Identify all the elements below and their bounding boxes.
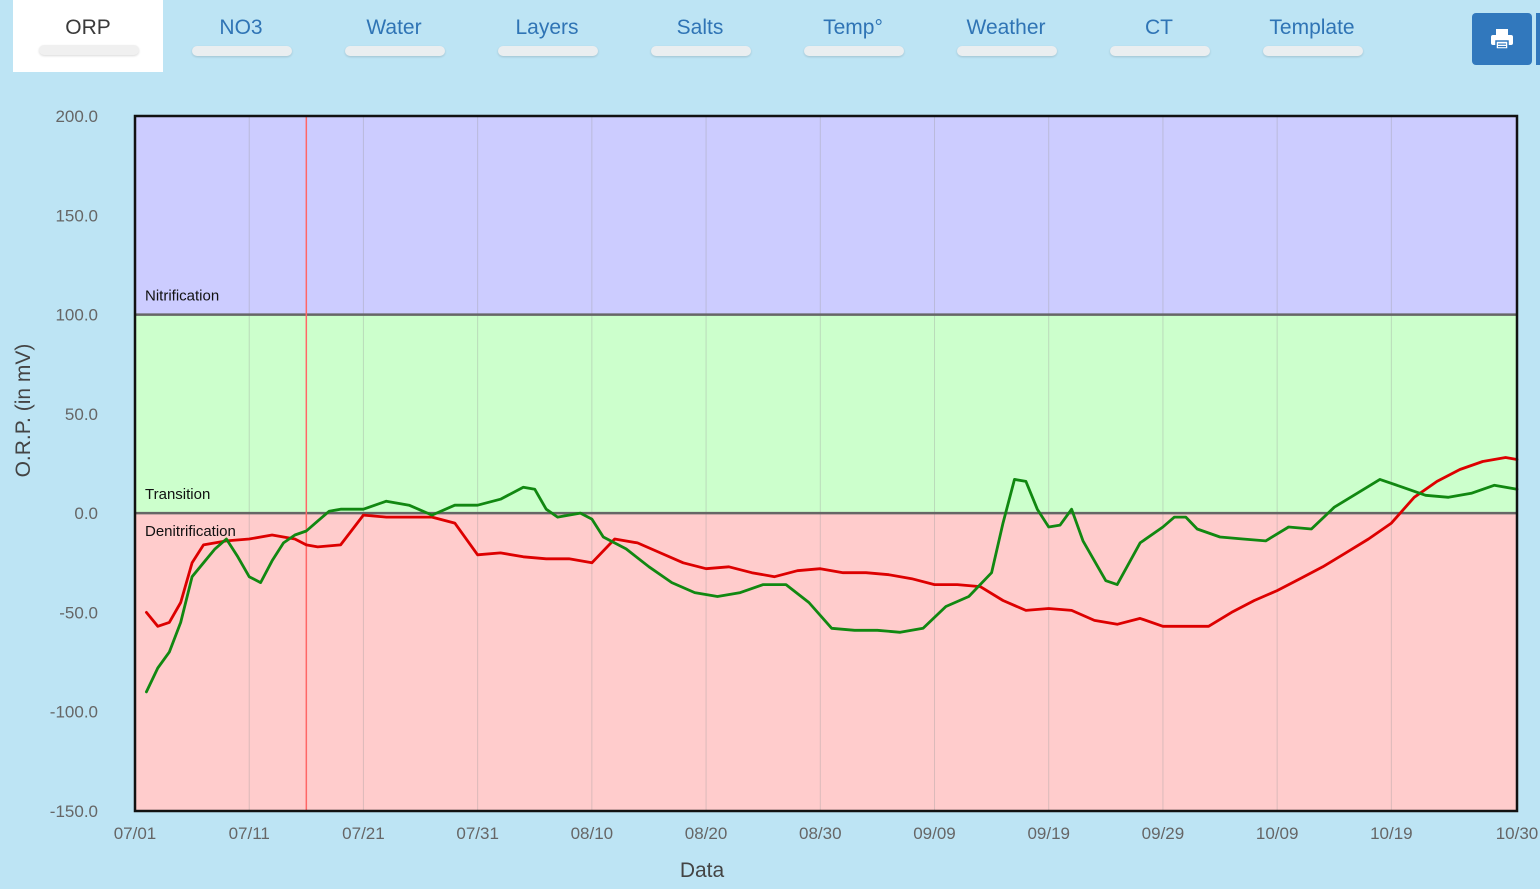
- y-tick-label: 50.0: [65, 405, 98, 424]
- tab-template[interactable]: Template: [1237, 0, 1387, 72]
- y-tick-label: -50.0: [59, 603, 98, 622]
- zone-nitrification: [135, 116, 1517, 315]
- tab-underline: [39, 45, 139, 55]
- tab-label: Weather: [966, 16, 1046, 39]
- tab-underline: [1263, 46, 1363, 56]
- tab-weather[interactable]: Weather: [931, 0, 1081, 72]
- x-tick-label: 10/09: [1256, 824, 1299, 843]
- x-tick-label: 07/01: [114, 824, 157, 843]
- x-tick-label: 07/21: [342, 824, 385, 843]
- tab-underline: [498, 46, 598, 56]
- y-tick-label: -150.0: [50, 802, 98, 821]
- x-tick-label: 09/19: [1027, 824, 1070, 843]
- series-line-2: [145, 478, 1519, 694]
- tab-underline: [192, 46, 292, 56]
- x-tick-label: 07/31: [456, 824, 499, 843]
- tab-no3[interactable]: NO3: [166, 0, 316, 72]
- tab-layers[interactable]: Layers: [472, 0, 622, 72]
- y-tick-label: -100.0: [50, 703, 98, 722]
- tab-underline: [345, 46, 445, 56]
- x-tick-label: 10/30: [1496, 824, 1539, 843]
- tab-ct[interactable]: CT: [1084, 0, 1234, 72]
- tab-label: Layers: [515, 16, 579, 39]
- series-line-1: [145, 456, 1519, 628]
- x-tick-label: 08/30: [799, 824, 842, 843]
- tab-underline: [804, 46, 904, 56]
- tab-orp[interactable]: ORP: [13, 0, 163, 72]
- x-tick-label: 10/19: [1370, 824, 1413, 843]
- zone-denitrification: [135, 513, 1517, 811]
- tab-underline: [1110, 46, 1210, 56]
- y-tick-label: 200.0: [55, 107, 98, 126]
- zone-transition: [135, 314, 1517, 514]
- toolbar-edge: [1536, 13, 1540, 65]
- x-axis-title: Data: [680, 859, 725, 882]
- zone-label-denitrification: Denitrification: [145, 523, 236, 540]
- tab-label: ORP: [65, 16, 111, 39]
- tab-underline: [651, 46, 751, 56]
- printer-icon: [1491, 29, 1513, 50]
- x-tick-label: 08/10: [571, 824, 614, 843]
- tab-label: NO3: [219, 16, 263, 39]
- y-axis-title: O.R.P. (in mV): [12, 344, 35, 478]
- print-button[interactable]: [1472, 13, 1532, 65]
- tab-label: Template: [1269, 16, 1355, 39]
- x-tick-label: 09/09: [913, 824, 956, 843]
- tab-salts[interactable]: Salts: [625, 0, 775, 72]
- tab-water[interactable]: Water: [319, 0, 469, 72]
- y-tick-label: 100.0: [55, 306, 98, 325]
- zone-label-nitrification: Nitrification: [145, 288, 219, 305]
- x-tick-label: 09/29: [1142, 824, 1185, 843]
- tab-temp[interactable]: Temp°: [778, 0, 928, 72]
- tab-bar: ORP NO3 Water Layers Salts Temp° Weather…: [0, 0, 1540, 74]
- tab-label: Temp°: [823, 16, 883, 39]
- tab-label: Water: [366, 16, 422, 39]
- y-tick-label: 0.0: [74, 504, 98, 523]
- tab-label: CT: [1145, 16, 1173, 39]
- y-tick-label: 150.0: [55, 206, 98, 225]
- plot-frame: [133, 114, 1519, 813]
- x-tick-label: 07/11: [229, 824, 270, 843]
- x-tick-label: 08/20: [685, 824, 728, 843]
- tab-underline: [957, 46, 1057, 56]
- tab-label: Salts: [676, 16, 724, 39]
- zone-label-transition: Transition: [145, 486, 210, 503]
